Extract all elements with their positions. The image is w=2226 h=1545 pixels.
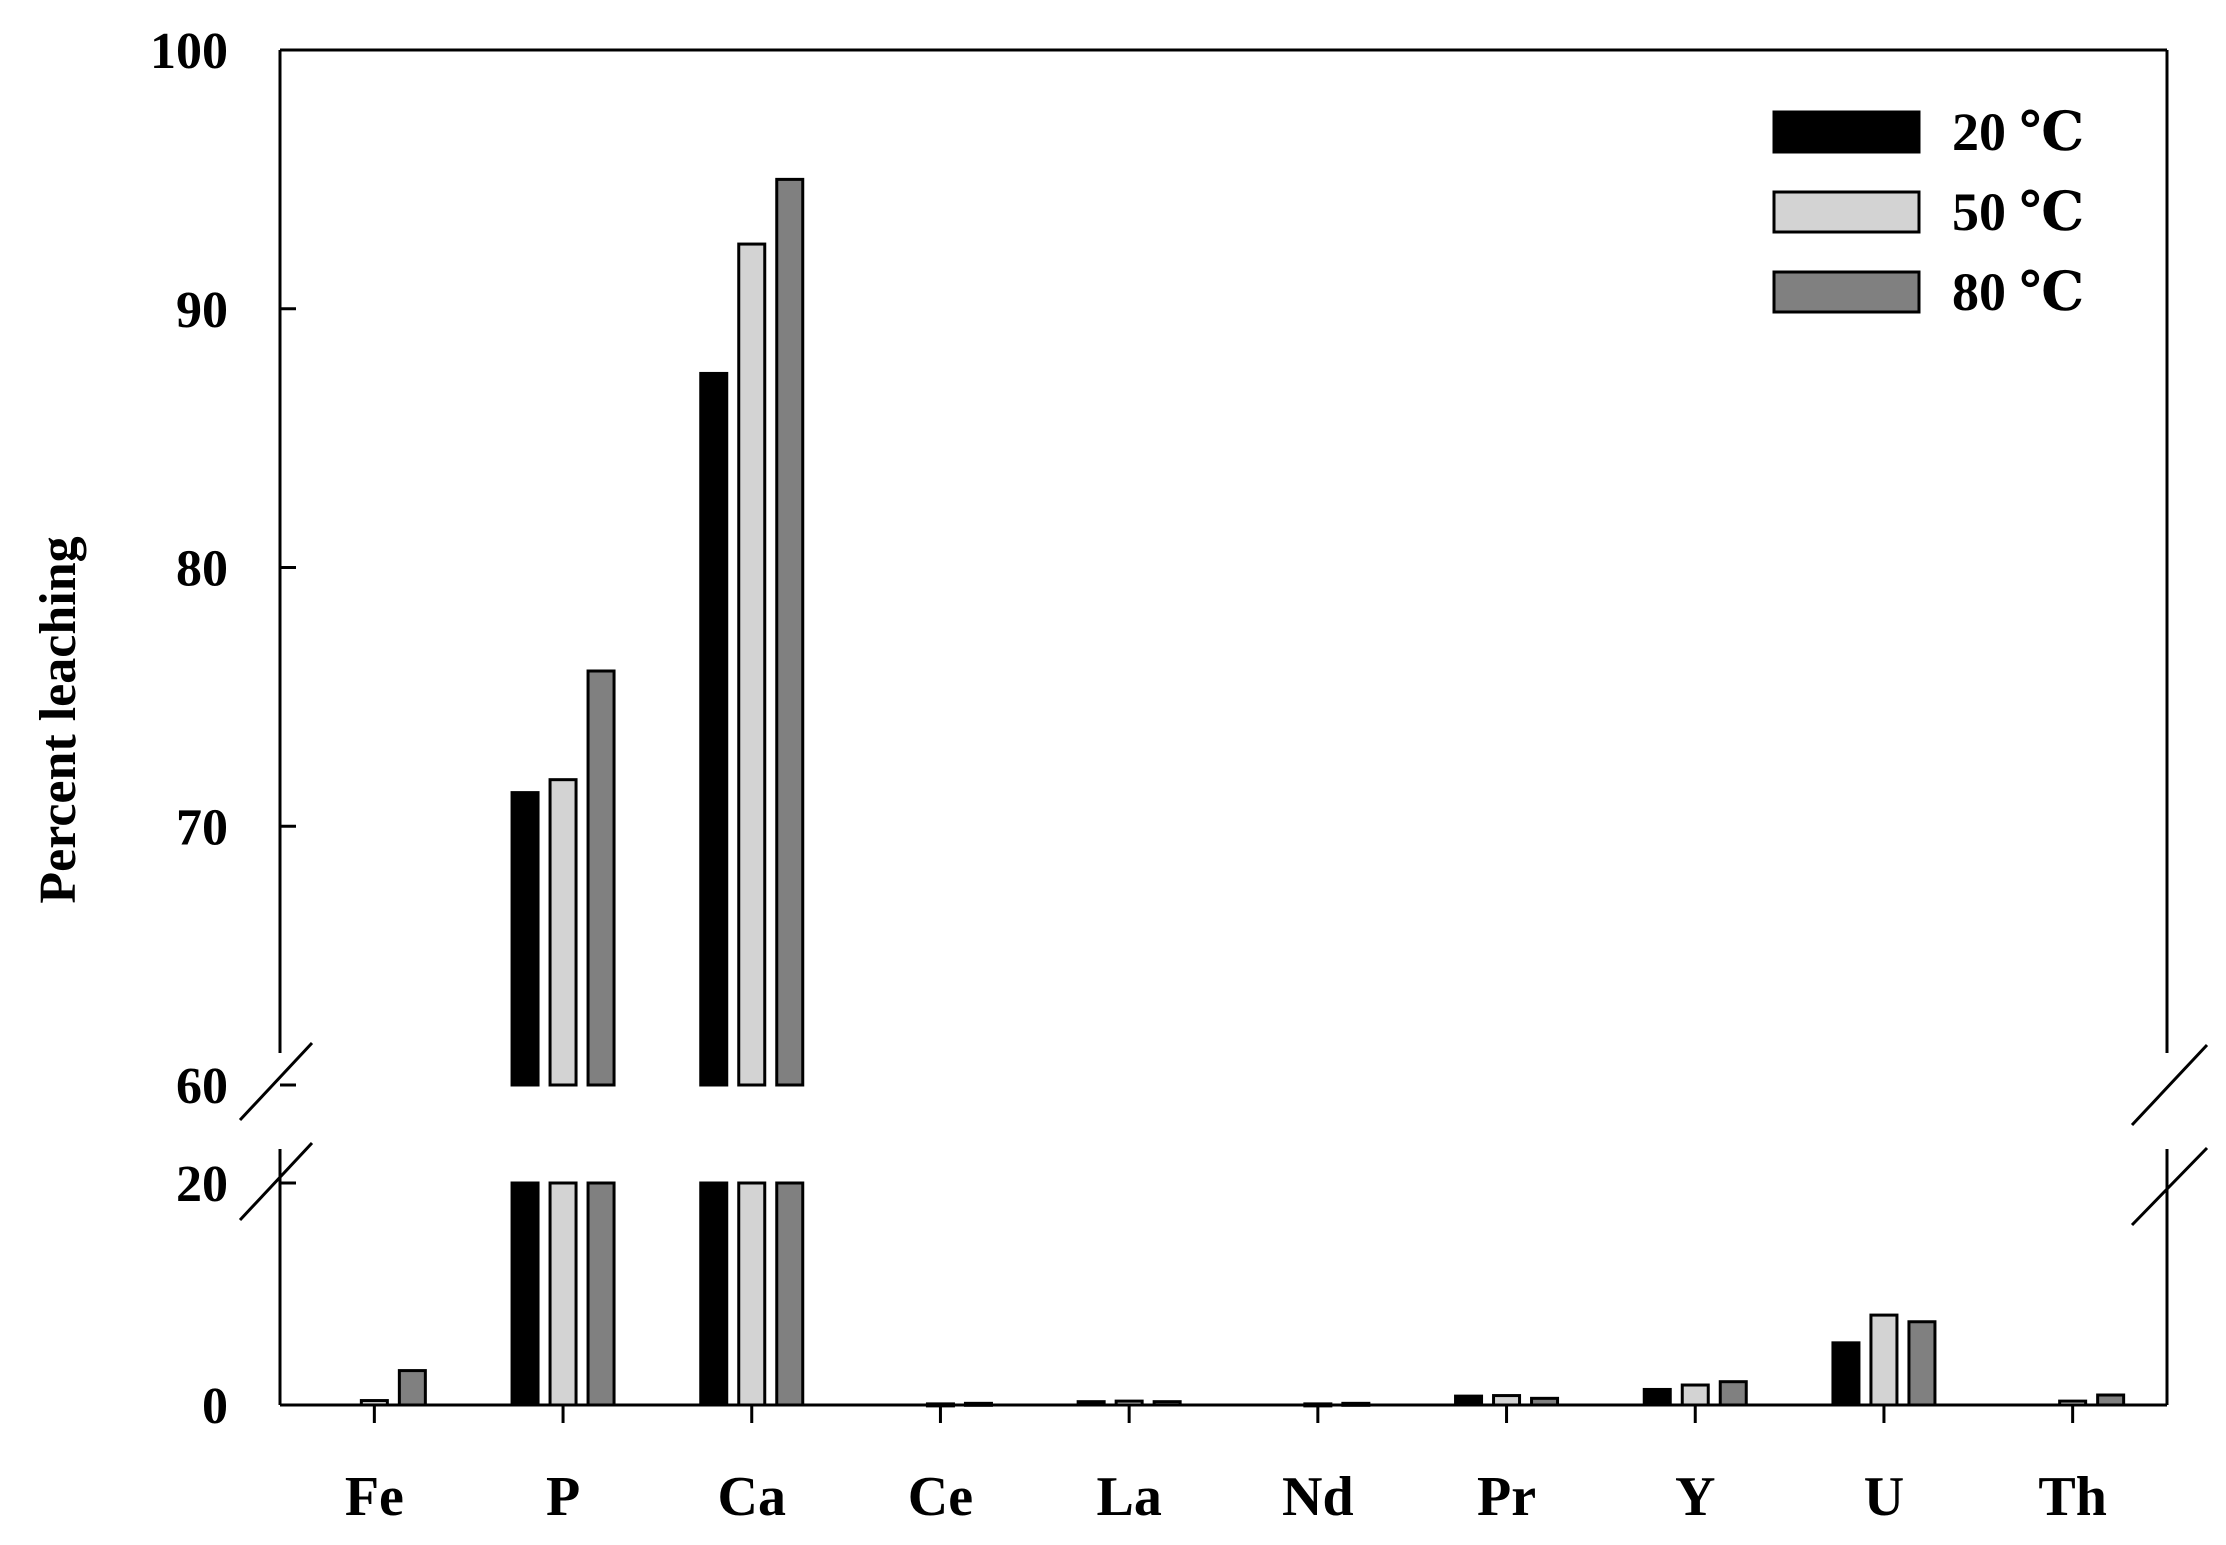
bar-P-series-1-upper [510,791,540,1087]
bar-Ca-series-1-upper [699,371,729,1087]
break-mark-right-upper [2130,1043,2209,1127]
bar-Y-series-1 [1642,1387,1672,1407]
legend-swatch [1772,110,1921,154]
x-tick-label: Nd [1282,1466,1354,1528]
y-tick-label: 0 [202,1378,228,1435]
bar-Y-series-2 [1680,1383,1710,1407]
bar-U-series-2 [1869,1313,1899,1407]
x-tick-label: Pr [1477,1466,1536,1528]
x-tick-label: Fe [345,1466,404,1528]
bar-Pr-series-2 [1492,1394,1522,1407]
bar-Pr-series-3 [1530,1396,1560,1407]
y-tick-label: 70 [176,799,228,856]
x-tick-label: Y [1675,1466,1715,1528]
bar-Nd-series-3 [1341,1401,1371,1407]
break-mark-right-lower [2130,1146,2209,1227]
bar-Y-series-3 [1718,1380,1748,1407]
bar-Fe-series-2 [359,1399,389,1407]
legend-label: 20 ℃ [1952,102,2084,162]
x-tick-label: Th [2038,1466,2107,1528]
bar-U-series-3 [1907,1320,1937,1407]
bar-Ca-series-1-lower [699,1181,729,1407]
x-axis-ticks: Fe P Ca Ce La Nd Pr Y U Th [345,1405,2107,1528]
bar-Ca-series-3-upper [775,177,805,1087]
bar-Fe-series-3 [397,1369,427,1407]
x-tick-label: Ca [718,1466,786,1528]
bar-Ca-series-3-lower [775,1181,805,1407]
legend-label: 50 ℃ [1952,182,2084,242]
x-tick-label: Ce [908,1466,973,1528]
bar-P-series-2-upper [548,778,578,1087]
y-tick-label: 90 [176,282,228,339]
y-axis-ticks: 0 20 60 70 80 90 100 [150,23,296,1435]
bar-P-series-3-lower [586,1181,616,1407]
bar-La-series-2 [1114,1399,1144,1407]
y-axis-label: Percent leaching [30,536,87,903]
bar-Th-series-2 [2058,1399,2088,1407]
bar-Ca-series-2-upper [737,242,767,1087]
bar-Ce-series-3 [963,1401,993,1407]
bar-U-series-1 [1831,1341,1861,1407]
bar-P-series-1-lower [510,1181,540,1407]
legend-swatch [1772,190,1921,234]
bar-Pr-series-1 [1454,1394,1484,1407]
y-tick-label: 100 [150,23,228,80]
x-tick-label: La [1096,1466,1161,1528]
legend: 20 ℃ 50 ℃ 80 ℃ [1772,102,2084,322]
bar-Ca-series-2-lower [737,1181,767,1407]
y-tick-label: 80 [176,541,228,598]
bars-group [359,177,2126,1408]
x-tick-label: U [1864,1466,1904,1528]
bar-Th-series-3 [2096,1393,2126,1407]
break-mark-left-upper [238,1041,314,1122]
bar-La-series-3 [1152,1400,1182,1407]
legend-swatch [1772,270,1921,314]
break-mark-left-lower [238,1141,314,1222]
bar-P-series-3-upper [586,669,616,1087]
bar-P-series-2-lower [548,1181,578,1407]
bar-La-series-1 [1076,1400,1106,1407]
legend-label: 80 ℃ [1952,262,2084,322]
y-tick-label: 20 [176,1156,228,1213]
y-tick-label: 60 [176,1058,228,1115]
x-tick-label: P [546,1466,580,1528]
axis-break-marks [238,1041,2209,1227]
